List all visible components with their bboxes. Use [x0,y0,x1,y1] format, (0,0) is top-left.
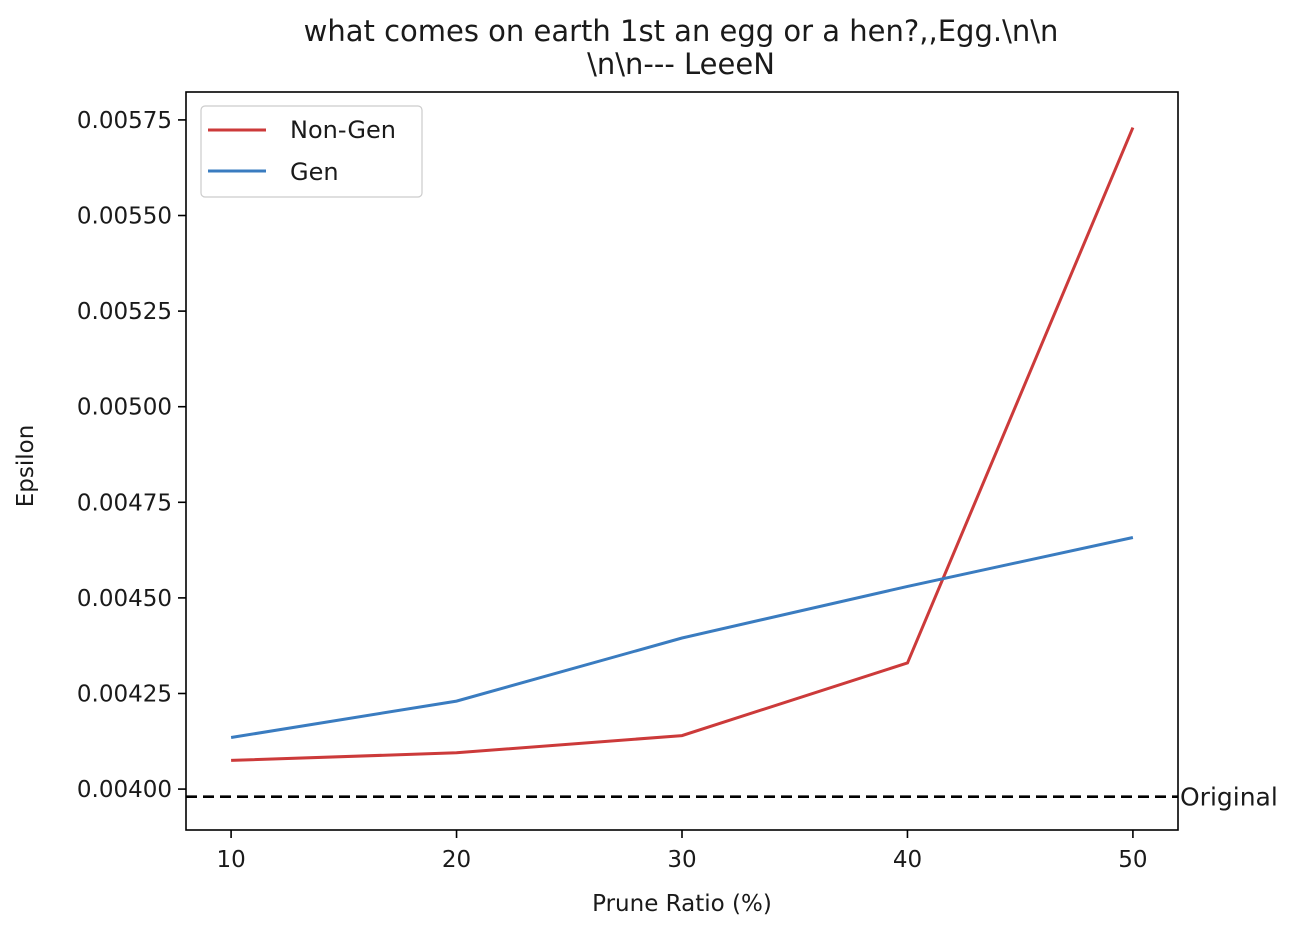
plot-area [186,127,1178,799]
y-tick-label: 0.00575 [77,108,172,134]
y-tick-label: 0.00400 [77,777,172,803]
x-axis-label: Prune Ratio (%) [592,891,772,917]
series-line-gen [230,536,1134,739]
legend-label-gen: Gen [290,158,339,186]
chart-title-line-2: \n\n--- LeeeN [587,47,775,81]
x-tick-label: 40 [893,847,922,873]
y-axis: 0.00400 0.00425 0.00450 0.00475 0.00500 0.005… [77,108,186,803]
x-tick-label: 20 [442,847,471,873]
y-tick-label: 0.00475 [77,490,172,516]
x-tick-label: 30 [667,847,696,873]
y-tick-label: 0.00550 [77,204,172,230]
legend: Non-Gen Gen [200,105,423,198]
legend-label-non-gen: Non-Gen [290,116,396,144]
y-tick-label: 0.00525 [77,299,172,325]
y-tick-label: 0.00500 [77,395,172,421]
chart-title-line-1: what comes on earth 1st an egg or a hen?… [304,14,1059,48]
x-axis: 10 20 30 40 50 [216,830,1148,873]
y-tick-label: 0.00450 [77,586,172,612]
y-tick-label: 0.00425 [77,681,172,707]
original-reference-label: Original [1180,783,1278,812]
x-tick-label: 10 [216,847,245,873]
x-tick-label: 50 [1118,847,1147,873]
y-axis-label: Epsilon [13,425,39,508]
series-line-non-gen [231,127,1135,762]
